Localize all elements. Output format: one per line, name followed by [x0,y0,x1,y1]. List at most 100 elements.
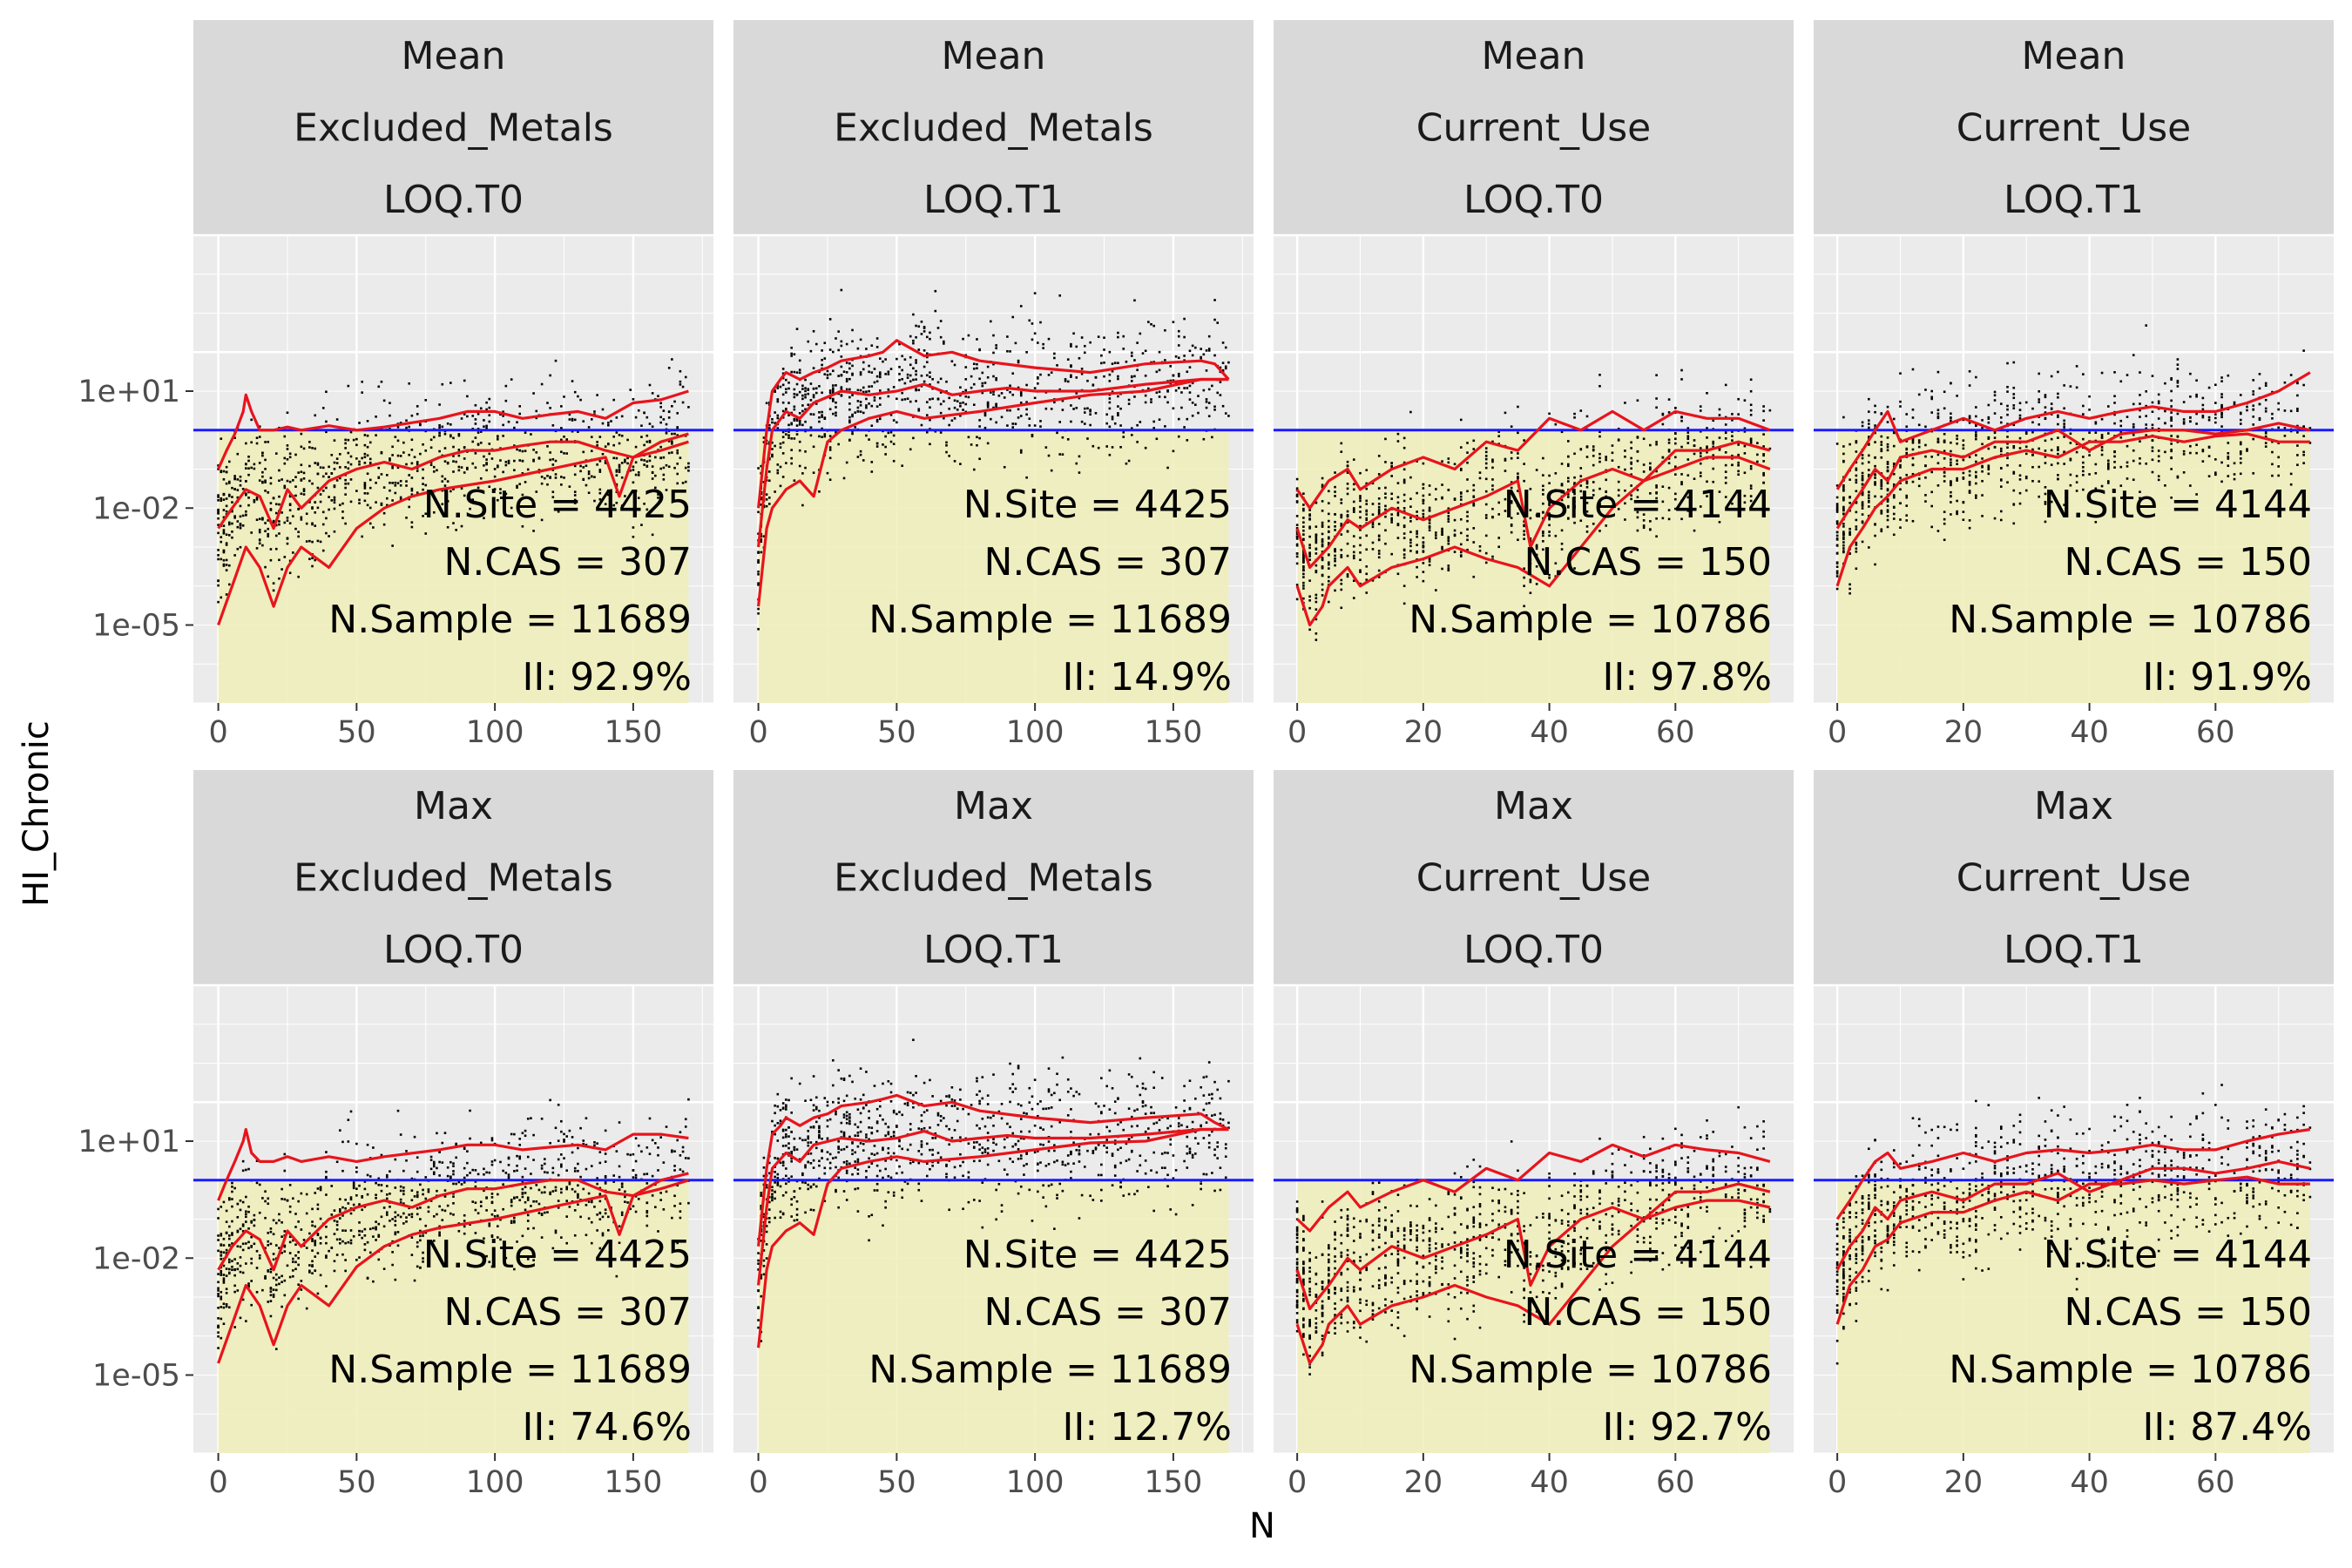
data-point [917,409,921,412]
data-point [1315,571,1318,574]
data-point [1177,435,1180,438]
data-point [620,462,624,464]
data-point [1422,462,1425,465]
data-point [2057,474,2059,476]
data-point [1070,420,1072,423]
data-point [1592,494,1595,497]
data-point [1686,474,1690,476]
data-point [1886,463,1889,466]
data-point [612,443,615,447]
data-point [828,389,832,392]
data-point [990,417,992,421]
data-point [222,564,226,567]
data-point [1346,471,1349,474]
data-point [579,398,582,402]
data-point [1542,484,1544,488]
data-point [499,1238,502,1241]
data-point [632,1176,635,1179]
data-point [220,1290,223,1294]
data-point [227,534,231,537]
data-point [2119,424,2123,428]
data-point [1680,378,1683,381]
data-point [241,1242,245,1246]
data-point [502,423,504,427]
data-point [463,1213,466,1217]
data-point [1365,517,1369,520]
data-point [460,1183,463,1186]
data-point [1517,538,1519,542]
data-point [344,1269,347,1273]
data-point [1166,390,1169,393]
data-point [391,454,394,456]
data-point [1000,392,1004,395]
data-point [1377,503,1381,505]
data-point [840,394,843,397]
data-point [436,1189,438,1193]
data-point [1667,486,1671,490]
data-point [314,501,317,504]
data-point [1962,443,1965,447]
data-point [1943,456,1946,460]
data-point [410,449,414,451]
data-point [1999,421,2003,424]
data-point [222,1237,226,1240]
data-point [1491,555,1494,558]
data-point [2289,472,2293,476]
data-point [325,1226,328,1228]
data-point [1447,507,1450,510]
data-point [2006,404,2009,408]
data-point [2220,480,2223,483]
data-point [419,1266,422,1269]
data-point [2302,435,2305,437]
data-point [422,1234,424,1237]
data-point [2302,453,2305,456]
data-point [1743,430,1747,433]
data-point [2239,422,2242,425]
data-point [2201,416,2205,419]
data-point [258,479,261,482]
data-point [286,517,289,519]
data-point [1334,529,1336,531]
data-point [2246,448,2248,450]
data-point [983,411,987,415]
data-point [676,1241,679,1245]
data-point [2139,490,2141,494]
data-point [1111,416,1114,418]
data-point [474,422,477,425]
data-point [1842,525,1845,528]
data-point [452,1162,455,1165]
data-point [2227,475,2230,477]
data-point [286,448,289,450]
data-point [1924,443,1927,447]
data-point [643,459,645,462]
data-point [1855,469,1858,471]
data-point [269,1230,273,1233]
data-point [1070,374,1072,377]
data-point [1315,593,1318,597]
data-point [410,489,414,492]
data-point [222,1264,226,1267]
data-point [294,494,297,497]
data-point [1017,386,1020,389]
data-point [626,456,629,460]
data-point [1743,494,1747,497]
data-point [2157,400,2160,403]
data-point [432,470,436,473]
data-point [1466,490,1469,493]
data-point [2119,430,2123,434]
data-point [432,1160,436,1164]
data-point [1592,523,1595,525]
data-point [349,1198,353,1201]
data-point [1724,431,1727,435]
data-point [231,496,233,498]
data-point [549,374,551,377]
data-point [1334,520,1336,524]
data-point [2207,386,2211,389]
data-point [2038,401,2040,403]
data-point [598,1247,602,1250]
data-point [2170,411,2173,414]
data-point [269,502,273,504]
data-point [929,375,931,378]
data-point [1731,430,1734,433]
data-point [264,441,267,443]
